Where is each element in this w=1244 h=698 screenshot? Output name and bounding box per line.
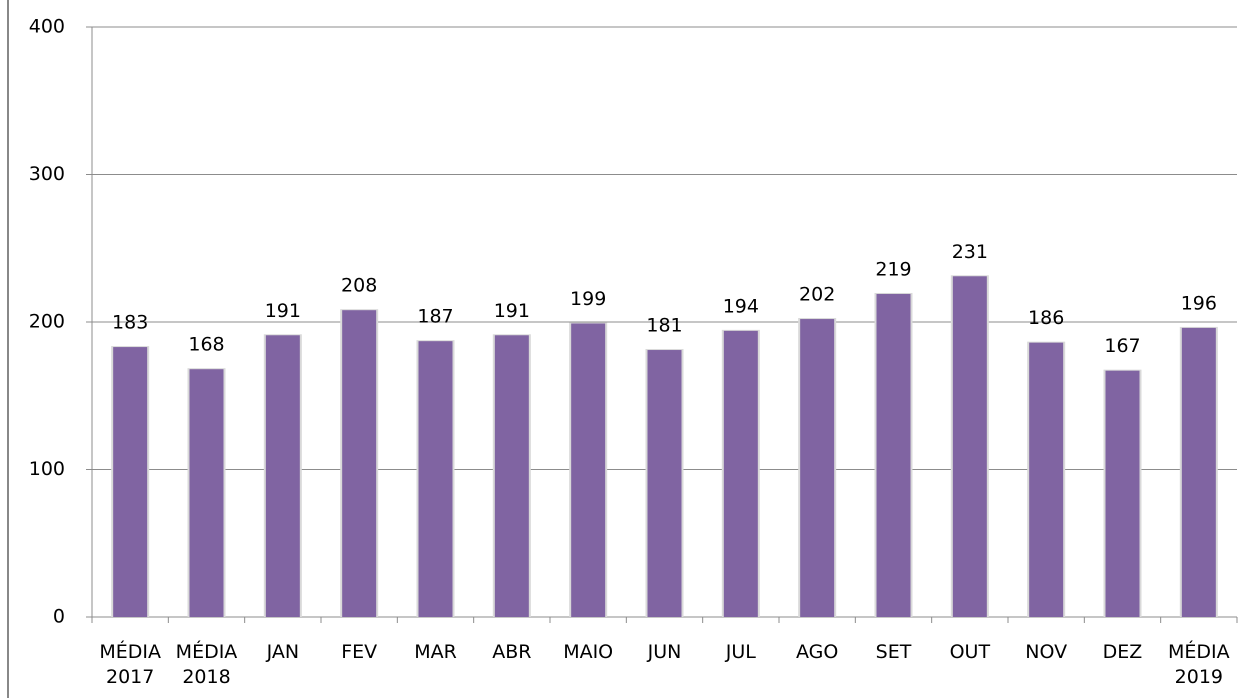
- x-tick-label: SET: [875, 641, 912, 663]
- bar: [1181, 327, 1216, 617]
- x-tick-label: NOV: [1025, 641, 1068, 663]
- bar: [723, 330, 758, 617]
- bar: [571, 323, 606, 617]
- y-tick-label: 300: [29, 163, 65, 185]
- data-label: 183: [112, 312, 148, 334]
- y-tick-label: 0: [53, 606, 65, 628]
- x-tick-label: AGO: [795, 641, 839, 663]
- bar: [418, 341, 453, 617]
- y-tick-label: 100: [29, 458, 65, 480]
- bar: [342, 310, 377, 617]
- data-label: 167: [1104, 335, 1140, 357]
- data-label: 219: [875, 258, 911, 280]
- x-tick-label: OUT: [949, 641, 991, 663]
- bar: [647, 350, 682, 617]
- data-label: 191: [494, 300, 530, 322]
- data-label: 187: [417, 306, 453, 328]
- bar: [265, 335, 300, 617]
- bar: [1029, 342, 1064, 617]
- x-tick-label: MÉDIA 2017: [99, 641, 161, 688]
- bar: [113, 347, 148, 617]
- x-tick-label: MÉDIA 2018: [175, 641, 238, 688]
- bar: [189, 369, 224, 617]
- x-tick-label: MAIO: [563, 641, 614, 663]
- x-tick-label: MAR: [414, 641, 457, 663]
- y-tick-label: 200: [29, 311, 65, 333]
- data-label: 181: [646, 315, 682, 337]
- data-label: 208: [341, 275, 377, 297]
- data-label: 199: [570, 288, 606, 310]
- x-tick-label: JUL: [725, 641, 756, 663]
- x-tick-label: MÉDIA 2019: [1168, 641, 1230, 688]
- x-tick-label: ABR: [492, 641, 532, 663]
- data-label: 194: [723, 295, 759, 317]
- y-tick-label: 400: [29, 16, 65, 38]
- bar: [494, 335, 529, 617]
- data-label: 186: [1028, 307, 1064, 329]
- data-label: 191: [265, 300, 301, 322]
- x-tick-label: JAN: [266, 641, 300, 663]
- data-label: 231: [952, 241, 988, 263]
- x-tick-label: FEV: [341, 641, 378, 663]
- x-tick-label: JUN: [647, 641, 682, 663]
- data-label: 202: [799, 284, 835, 306]
- bar: [876, 293, 911, 617]
- data-label: 168: [188, 334, 224, 356]
- data-label: 196: [1181, 292, 1217, 314]
- bar: [952, 276, 987, 617]
- bar: [1105, 370, 1140, 617]
- x-tick-label: DEZ: [1102, 641, 1143, 663]
- bar: [800, 319, 835, 617]
